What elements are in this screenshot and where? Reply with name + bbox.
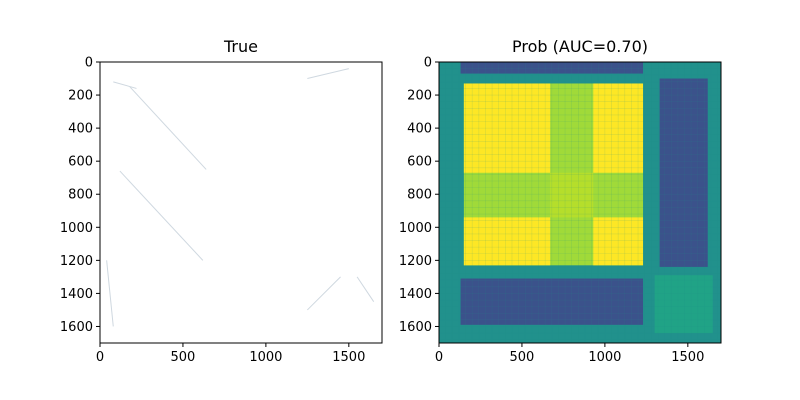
heatmap-image: [439, 62, 721, 343]
faint-diagonal-2: [113, 81, 137, 89]
axes-frame: [99, 61, 383, 344]
faint-diagonal-0: [129, 86, 207, 170]
y-tick-label: 1400: [399, 287, 432, 302]
heatmap-block-1: [460, 62, 644, 74]
panel-true: True 0 500 1000 1500 0 200 400 600 800 1000 1200 140…: [60, 37, 383, 365]
faint-diagonal-6: [106, 260, 114, 327]
x-tick-label: 500: [510, 350, 535, 365]
y-tick-label: 1000: [60, 221, 93, 236]
panel-prob: Prob (AUC=0.70) 0 500 1000 1500 0 200 400 600 800…: [399, 37, 722, 365]
heatmap-block-4: [593, 83, 644, 173]
y-tick-label: 1600: [399, 320, 432, 335]
faint-diagonal-3: [307, 68, 349, 80]
y-tick-label: 600: [68, 155, 93, 170]
y-tick-label: 800: [68, 188, 93, 203]
faint-diagonal-1: [119, 170, 204, 261]
x-tick-label: 1500: [332, 350, 365, 365]
y-tick-label: 0: [424, 56, 432, 71]
axes-frame: [438, 61, 722, 344]
chart-title: Prob (AUC=0.70): [512, 37, 648, 56]
y-tick-label: 1200: [399, 254, 432, 269]
y-tick-label: 200: [68, 89, 93, 104]
y-tick-label: 600: [407, 155, 432, 170]
x-tick-label: 1500: [671, 350, 704, 365]
y-tick-label: 0: [85, 56, 93, 71]
x-tick-label: 1000: [249, 350, 282, 365]
faint-diagonal-5: [356, 276, 375, 302]
heatmap-image: [100, 62, 382, 343]
y-tick-label: 800: [407, 188, 432, 203]
heatmap-block-8: [460, 278, 644, 325]
heatmap-block-10: [654, 275, 713, 334]
faint-diagonal-4: [307, 276, 341, 311]
x-tick-label: 0: [96, 350, 104, 365]
y-tick-label: 1200: [60, 254, 93, 269]
heatmap-block-6: [593, 217, 644, 266]
heatmap-block-9: [659, 78, 708, 267]
y-tick-label: 1000: [399, 221, 432, 236]
y-tick-label: 1600: [60, 320, 93, 335]
x-tick-label: 0: [435, 350, 443, 365]
chart-title: True: [223, 37, 258, 56]
y-tick-label: 400: [68, 122, 93, 137]
y-tick-label: 1400: [60, 287, 93, 302]
y-tick-label: 200: [407, 89, 432, 104]
heatmap-block-7: [550, 172, 594, 218]
heatmap-background: [100, 62, 382, 343]
x-tick-label: 500: [171, 350, 196, 365]
x-tick-label: 1000: [588, 350, 621, 365]
heatmap-block-3: [463, 83, 551, 173]
y-tick-label: 400: [407, 122, 432, 137]
heatmap-block-5: [463, 217, 551, 266]
